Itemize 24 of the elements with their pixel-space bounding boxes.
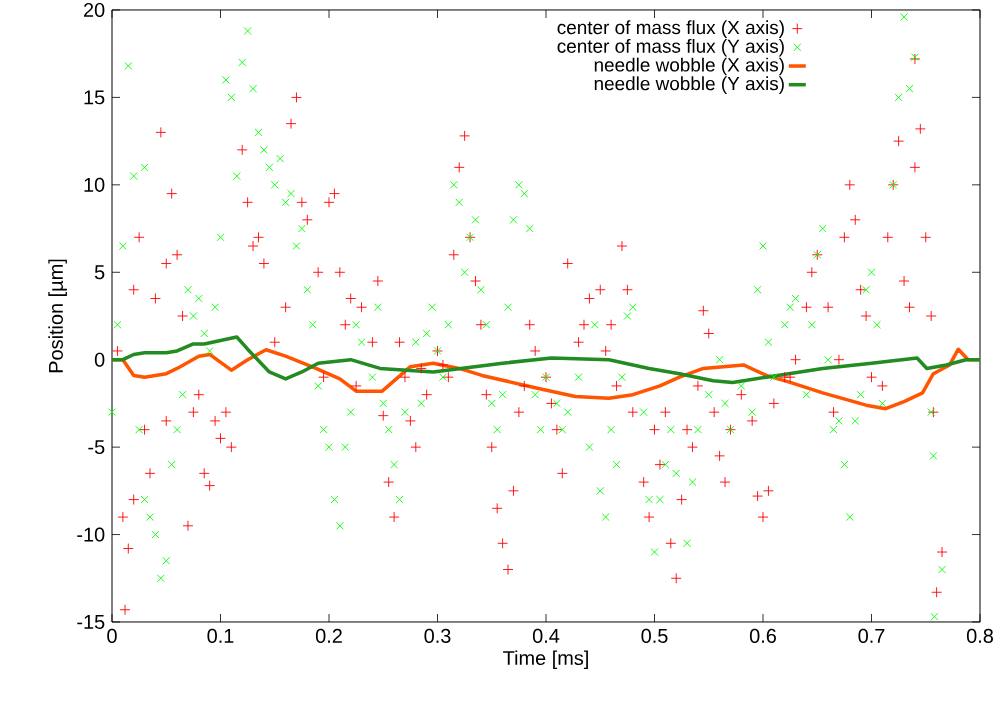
x-tick-label: 0.7: [858, 628, 885, 643]
legend-label: center of mass flux (Y axis): [557, 38, 784, 57]
y-axis-title: Position [µm]: [48, 259, 67, 373]
x-tick-label: 0.3: [424, 628, 451, 643]
x-axis-title: Time [ms]: [503, 650, 588, 669]
y-tick-label: -15: [77, 615, 105, 629]
x-tick-label: 0.5: [641, 628, 668, 643]
legend-label: needle wobble (X axis): [594, 57, 784, 76]
legend-label: center of mass flux (X axis): [557, 20, 784, 38]
line-series: [112, 335, 981, 385]
x-tick-label: 0: [107, 628, 117, 643]
x-tick-label: 0.2: [315, 628, 342, 643]
y-tick-label: -5: [88, 440, 105, 455]
y-tick-label: 20: [84, 2, 105, 18]
y-tick-label: 0: [94, 352, 105, 367]
x-tick-label: 0.8: [966, 628, 993, 643]
x-tick-label: 0.1: [207, 628, 234, 643]
x-tick-label: 0.4: [532, 628, 560, 643]
y-tick-label: 15: [84, 90, 105, 105]
y-tick-label: 10: [84, 177, 105, 192]
y-tick-label: -10: [77, 527, 105, 542]
legend-label: needle wobble (Y axis): [594, 76, 784, 94]
y-tick-label: 5: [94, 265, 105, 280]
x-tick-label: 0.6: [749, 628, 776, 643]
